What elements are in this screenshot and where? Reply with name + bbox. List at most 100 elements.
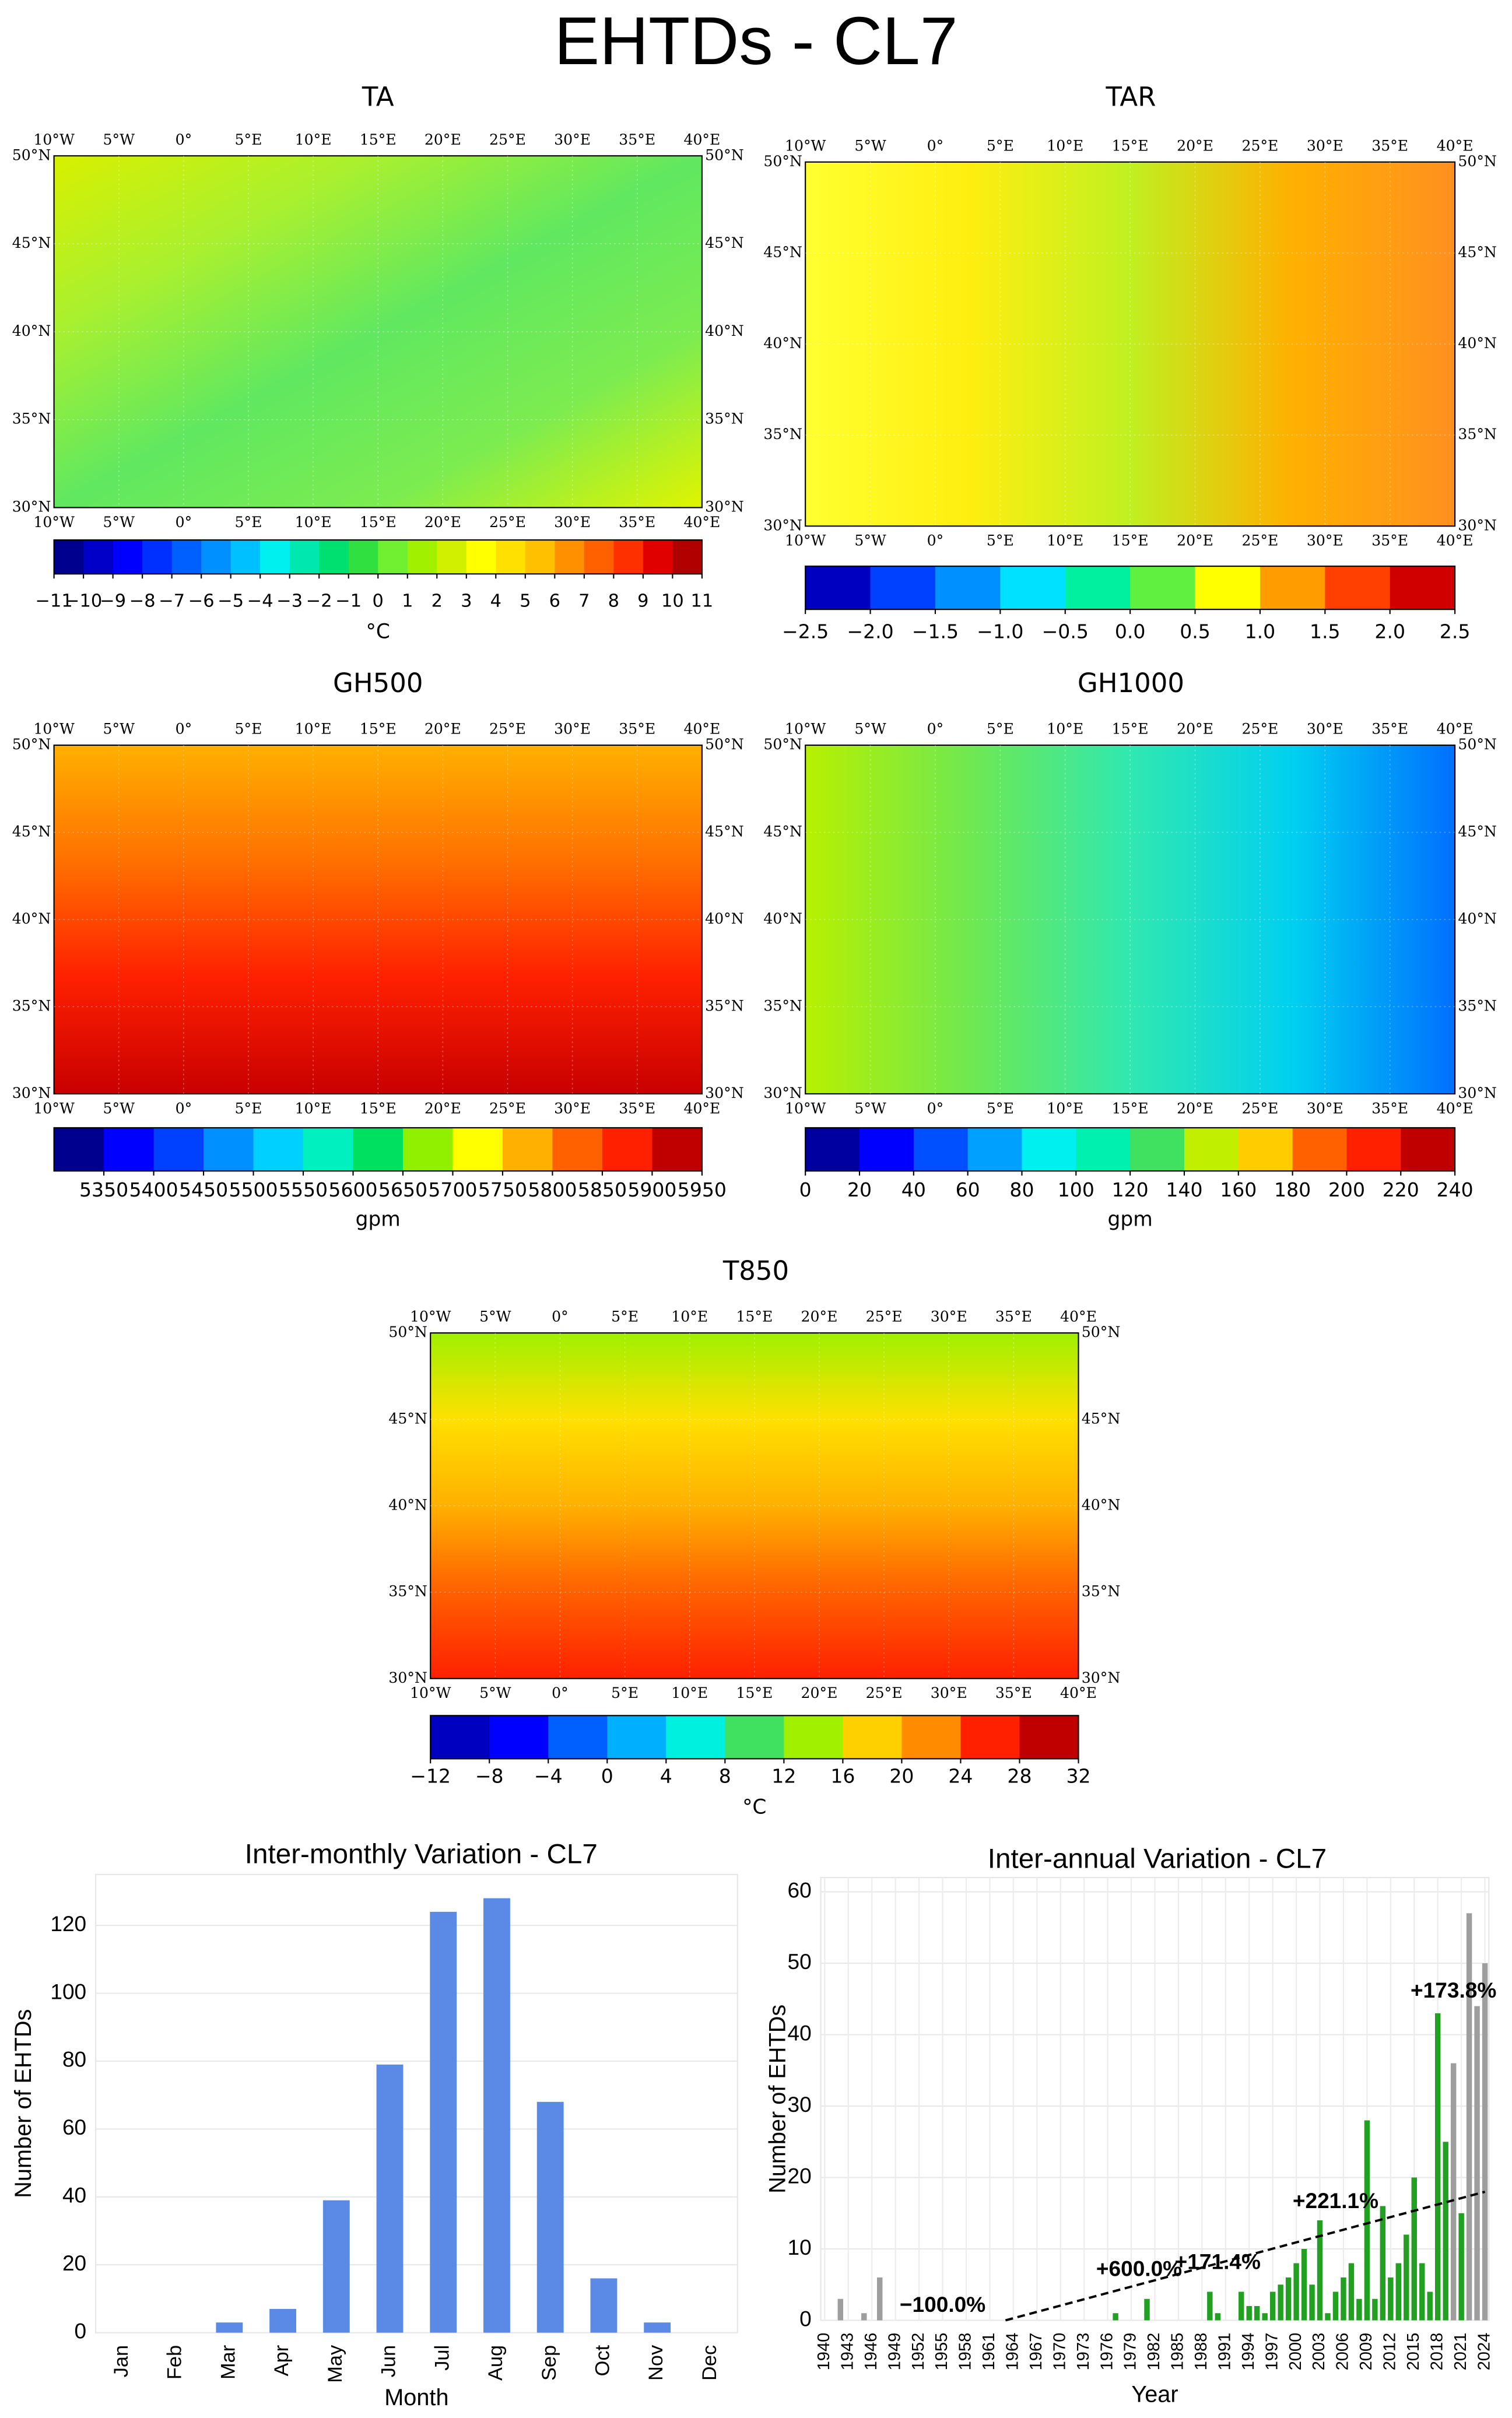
colorbar-tick-label: 5500 — [229, 1178, 278, 1201]
y-tick-label: 0 — [799, 2306, 812, 2331]
bar — [1144, 2298, 1150, 2321]
map-lon-label: 20°E — [1177, 721, 1213, 738]
colorbar-segment — [1184, 1128, 1239, 1171]
x-tick-label: Sep — [538, 2345, 560, 2381]
colorbar-segment — [552, 1128, 603, 1171]
bar — [1434, 2013, 1441, 2321]
map-lon-label: 40°E — [1437, 721, 1474, 738]
map-title: TAR — [1105, 81, 1156, 112]
colorbar-segment — [805, 566, 871, 610]
map-lon-label: 5°W — [103, 1100, 135, 1117]
map-lon-label: 25°E — [489, 514, 526, 531]
colorbar-segment — [1022, 1128, 1077, 1171]
map-lon-label: 30°E — [1307, 532, 1343, 549]
colorbar-unit: gpm — [1108, 1208, 1153, 1231]
y-axis-label: Number of EHTDs — [10, 2009, 36, 2198]
map-lon-label: 15°E — [1112, 532, 1149, 549]
bar — [644, 2322, 671, 2333]
map-lon-label: 0° — [927, 721, 944, 738]
map-lon-label: 35°E — [995, 1308, 1032, 1325]
colorbar-tick-label: 140 — [1166, 1178, 1202, 1201]
colorbar-segment — [230, 540, 261, 574]
bar — [1332, 2291, 1339, 2321]
bar — [1404, 2234, 1409, 2321]
colorbar-tick-label: 5900 — [627, 1178, 676, 1201]
map-lon-label: 35°E — [619, 1100, 655, 1117]
map-lon-label: 20°E — [801, 1308, 838, 1325]
colorbar-segment — [260, 540, 290, 574]
colorbar-segment — [805, 1128, 860, 1171]
trend-line — [1005, 2191, 1486, 2322]
colorbar-segment — [555, 540, 585, 574]
y-tick-label: 50 — [788, 1949, 812, 1974]
colorbar-tick-label: −8 — [129, 591, 156, 611]
map-lon-label: 15°E — [1112, 721, 1149, 738]
map-lon-label: 5°E — [235, 514, 262, 531]
colorbar-unit: gpm — [356, 1208, 401, 1231]
bar — [1388, 2277, 1394, 2321]
x-tick-label: 1985 — [1169, 2333, 1187, 2371]
bar — [1450, 2063, 1457, 2321]
map-lon-label: 40°E — [683, 514, 720, 531]
colorbar-tick-label: 5650 — [378, 1178, 427, 1201]
colorbar-segment — [1195, 566, 1261, 610]
figure-title: EHTDs - CL7 — [554, 3, 957, 79]
x-tick-label: 2024 — [1475, 2333, 1493, 2371]
map-lon-label: 25°E — [489, 131, 526, 148]
colorbar-tick-label: 4 — [660, 1765, 672, 1788]
colorbar-tick-label: 2.5 — [1440, 620, 1471, 643]
map-lon-label: 25°E — [866, 1684, 903, 1701]
map-lon-label: 40°E — [1060, 1684, 1097, 1701]
bar — [1207, 2291, 1213, 2321]
map-lon-label: 25°E — [489, 721, 526, 738]
colorbar-segment — [489, 1715, 549, 1759]
map-title: TA — [362, 81, 394, 112]
bar — [1372, 2298, 1378, 2321]
x-tick-label: Jan — [110, 2345, 132, 2377]
map-lat-label: 35°N — [388, 1583, 427, 1600]
map-lon-label: 35°E — [1371, 137, 1408, 154]
colorbar-segment — [935, 566, 1001, 610]
colorbar-unit: °C — [742, 1796, 766, 1819]
colorbar-segment — [54, 1128, 104, 1171]
colorbar-tick-label: 5950 — [678, 1178, 727, 1201]
y-tick-label: 20 — [62, 2251, 86, 2275]
x-tick-label: Mar — [217, 2345, 239, 2380]
map-lon-label: 10°E — [671, 1684, 708, 1701]
map-lat-label: 50°N — [12, 146, 51, 163]
x-tick-label: 1952 — [909, 2333, 928, 2371]
map-lon-label: 10°W — [33, 514, 75, 531]
map-lon-label: 40°E — [1437, 137, 1474, 154]
colorbar-segment — [672, 540, 703, 574]
x-tick-label: May — [324, 2345, 346, 2383]
map-title: GH1000 — [1078, 668, 1184, 699]
x-tick-label: Apr — [271, 2345, 293, 2377]
map-lon-label: 10°E — [1047, 532, 1083, 549]
map-lat-label: 45°N — [763, 823, 802, 840]
map-lon-label: 10°W — [785, 137, 826, 154]
bar — [1466, 1913, 1472, 2321]
colorbar-tick-label: 5400 — [129, 1178, 178, 1201]
bar — [216, 2322, 243, 2333]
colorbar-tick-label: 1.0 — [1245, 620, 1276, 643]
bar — [1482, 1963, 1488, 2321]
bar — [1395, 2263, 1402, 2321]
bar — [483, 1898, 510, 2333]
map-field — [805, 161, 1456, 527]
map-lat-label: 45°N — [1458, 244, 1497, 261]
bar — [1458, 2213, 1464, 2321]
map-lon-label: 15°E — [360, 721, 397, 738]
map-lon-label: 20°E — [425, 514, 461, 531]
colorbar-tick-label: 8 — [719, 1765, 731, 1788]
x-tick-label: Nov — [645, 2345, 667, 2381]
map-lon-label: 25°E — [1241, 532, 1278, 549]
colorbar-segment — [201, 540, 231, 574]
map-field — [53, 744, 703, 1095]
map-lon-label: 25°E — [489, 1100, 526, 1117]
map-lat-label: 45°N — [388, 1410, 427, 1427]
colorbar-segment — [402, 1128, 454, 1171]
map-field — [53, 155, 703, 508]
plot-area — [94, 1873, 738, 2333]
colorbar-tick-label: 160 — [1220, 1178, 1257, 1201]
